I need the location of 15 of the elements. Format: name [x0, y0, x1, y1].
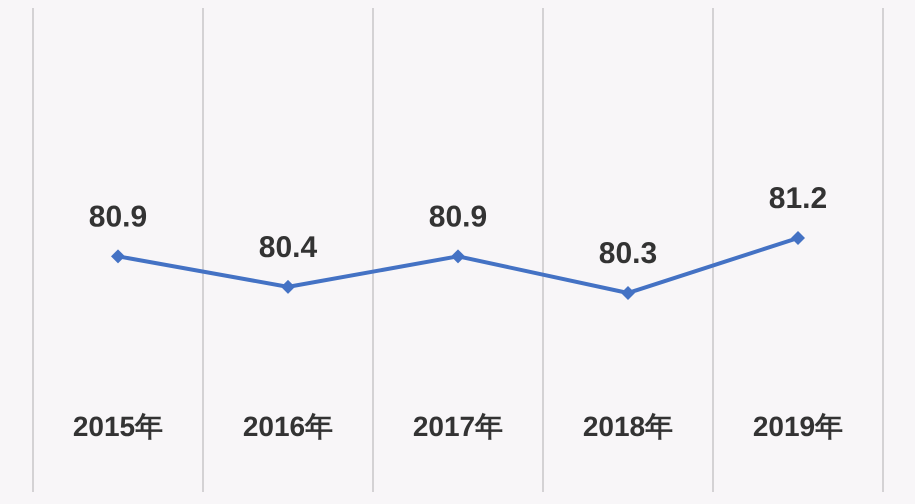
- x-tick-label: 2016年: [242, 411, 334, 442]
- x-tick-label: 2018年: [582, 411, 674, 442]
- x-tick-label: 2017年: [412, 411, 504, 442]
- data-label: 80.3: [598, 237, 658, 270]
- point: [621, 286, 635, 300]
- data-label: 81.2: [768, 182, 828, 215]
- point: [281, 280, 295, 294]
- data-label: 80.9: [428, 200, 488, 234]
- x-tick-label: 2015年: [72, 411, 164, 442]
- x-tick-label: 2019年: [752, 411, 844, 442]
- point: [111, 249, 125, 264]
- point: [791, 231, 805, 245]
- point: [451, 249, 465, 264]
- data-label: 80.9: [88, 200, 148, 234]
- data-label: 80.4: [258, 230, 318, 264]
